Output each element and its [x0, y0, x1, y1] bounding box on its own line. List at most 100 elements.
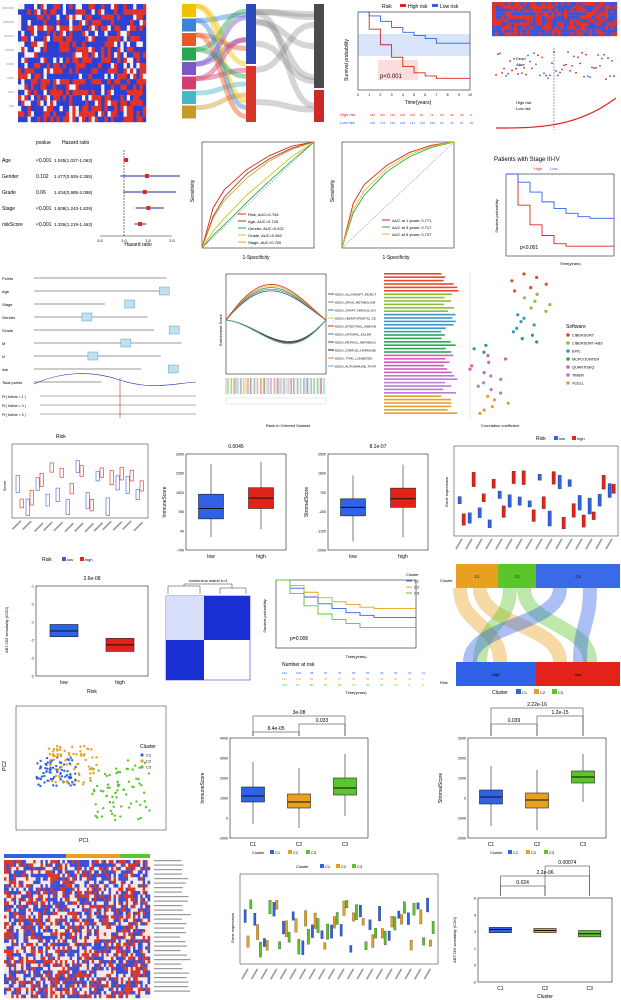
alluvial-flow — [473, 586, 567, 664]
hm1-cell — [120, 100, 124, 107]
cb1-x-tick: C3 — [580, 842, 587, 848]
hm2-cell — [101, 884, 104, 888]
hm2-cell — [35, 942, 39, 947]
hm2-cell — [137, 970, 141, 975]
hm2-cell — [98, 929, 102, 933]
risk-top-heat-cell — [513, 29, 518, 33]
risk-top-heat-cell — [523, 8, 527, 13]
risk-top-heat-cell — [554, 22, 558, 26]
hm1-cell — [123, 73, 127, 80]
hm2-cell — [62, 949, 66, 954]
hm2-cell — [38, 991, 41, 995]
hm2-cell — [40, 904, 44, 909]
hm2-cell — [135, 987, 139, 992]
hm2-cell — [123, 929, 126, 933]
hm2-cell — [123, 956, 126, 961]
hm2-cell — [101, 984, 104, 988]
hm2-cell — [115, 873, 119, 878]
hm1-cell — [101, 73, 105, 80]
hm1-cell — [46, 111, 51, 117]
chk2-box — [431, 921, 435, 934]
hm2-cell — [38, 884, 41, 888]
roc1-series-stage — [201, 141, 315, 249]
hm2-cell — [42, 987, 46, 992]
pca-point — [82, 754, 86, 757]
hm2-cell — [69, 966, 73, 971]
hm2-cell — [111, 880, 114, 885]
hm2-cell — [125, 984, 129, 988]
hm1-cell — [94, 73, 99, 80]
risk-top-heat-cell — [542, 32, 546, 37]
pca-point — [68, 762, 71, 765]
hm1-cell — [24, 111, 28, 117]
hm2-cell — [69, 977, 73, 981]
hm2-cell — [147, 884, 151, 888]
hm1-cell — [69, 30, 73, 37]
hm2-cell — [42, 922, 46, 926]
hm2-cell — [6, 984, 10, 988]
pca-point — [52, 784, 55, 787]
cb1-legend-swatch — [544, 850, 548, 854]
hm2-cell — [91, 901, 95, 906]
dot-row-label — [384, 381, 446, 384]
hm1-cell — [107, 46, 111, 53]
hm1-cell — [110, 14, 115, 21]
hm1-cell — [66, 25, 70, 32]
hm2-cell — [64, 884, 68, 888]
pca-point — [54, 774, 58, 778]
dot-row-label — [384, 358, 446, 360]
hm2-cell — [84, 887, 87, 892]
hm2-cell — [106, 925, 109, 930]
dot-legend-swatch — [566, 373, 570, 377]
risk-top-heat-cell — [535, 32, 540, 37]
hm2-cell — [42, 863, 46, 868]
hm2-cell — [47, 877, 51, 881]
hm1-cell — [139, 79, 143, 85]
sankey-flow — [195, 8, 247, 52]
ssg-box — [125, 476, 130, 494]
hm2-cell — [140, 870, 143, 874]
hm2-cell — [67, 963, 70, 968]
hm1-cell — [88, 41, 92, 48]
hm1-cell — [139, 68, 143, 74]
hm1-cell — [72, 105, 76, 112]
hm2-cell — [62, 887, 66, 892]
hm2-cell — [94, 877, 97, 881]
dot-row-label — [384, 307, 455, 309]
risk-top-heat-cell — [542, 15, 546, 20]
hm1-cell — [110, 84, 115, 91]
hm2-cell — [42, 977, 46, 981]
hm1-cell — [50, 89, 54, 96]
hm2-cell — [111, 935, 114, 940]
pca-point — [96, 810, 99, 813]
hm1-cell — [18, 57, 22, 64]
hm1-cell — [69, 84, 73, 91]
hm2-cell — [47, 991, 51, 995]
hm2-cell — [52, 922, 56, 926]
cluster-legend-title: Cluster — [492, 690, 508, 696]
forest-x-tick: 0.5 — [97, 238, 103, 243]
hm1-cell — [40, 41, 44, 48]
hm1-cell — [123, 84, 127, 91]
hm1-cell — [34, 73, 38, 80]
risk-top-heat-cell — [601, 29, 605, 33]
chk2-x-label — [308, 968, 316, 980]
hm2-cell — [84, 949, 87, 954]
hm1-cell — [24, 84, 28, 91]
hm2-cell — [94, 987, 97, 992]
hm2-cell — [120, 918, 124, 923]
pca-point — [102, 790, 105, 793]
risk-top-heat-cell — [548, 5, 552, 9]
risk-top-heat-cell — [513, 8, 518, 13]
immune-correlation-panel: Software Correlation coefficient CIBERSO… — [380, 268, 621, 430]
hm2-cell — [103, 966, 107, 971]
hm2-cell — [111, 953, 114, 957]
hm2-cell — [101, 970, 104, 975]
km-stage-legend-high: High — [534, 166, 542, 171]
hm2-cell — [79, 918, 83, 923]
hm2-cell — [113, 935, 117, 940]
risk-top-heat-cell — [554, 29, 558, 33]
hm1-cell — [104, 41, 108, 48]
hm1-cell — [30, 4, 35, 10]
